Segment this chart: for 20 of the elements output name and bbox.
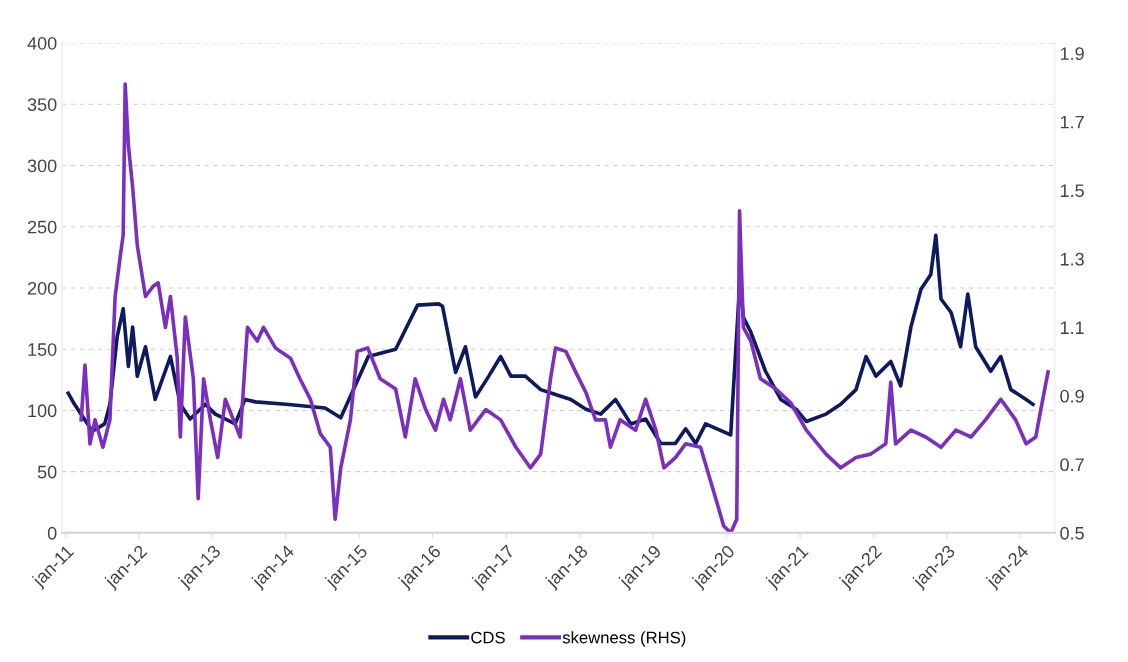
y-tick-label: 100 (28, 404, 57, 418)
y2-tick-label: 1.9 (1060, 47, 1084, 61)
y-tick-label: 250 (27, 220, 57, 234)
y2-tick-label: 0.5 (1060, 526, 1084, 540)
y2-tick-label: 1.7 (1060, 115, 1084, 129)
y2-tick-label: 1.1 (1060, 321, 1084, 334)
y-tick-label: 0 (47, 526, 57, 540)
legend-label: CDS (471, 631, 505, 644)
y-tick-label: 400 (27, 36, 57, 50)
y2-tick-label: 0.9 (1060, 389, 1084, 403)
y2-tick-label: 1.5 (1060, 184, 1084, 198)
y-tick-label: 50 (37, 465, 57, 479)
y2-tick-label: 0.7 (1060, 458, 1084, 472)
y-tick-label: 350 (27, 98, 57, 111)
y-tick-label: 300 (27, 159, 57, 173)
line-series (79, 82, 1050, 533)
y-tick-label: 200 (27, 281, 57, 295)
y2-tick-label: 1.3 (1060, 252, 1084, 266)
y-tick-label: 150 (28, 343, 57, 356)
legend-label: skewness (RHS) (562, 631, 686, 647)
